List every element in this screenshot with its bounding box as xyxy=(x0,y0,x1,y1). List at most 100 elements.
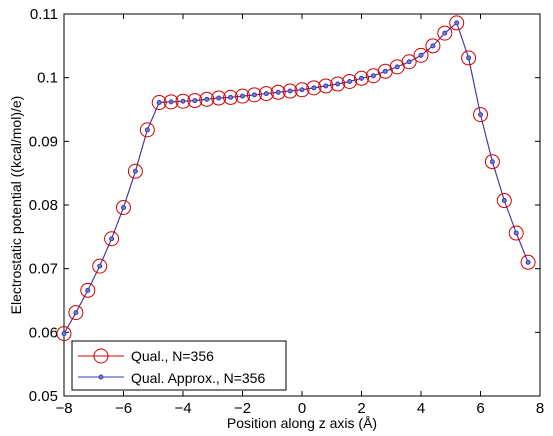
data-point xyxy=(258,86,274,102)
data-point xyxy=(127,163,143,179)
y-tick-label: 0.05 xyxy=(29,388,58,405)
data-point-approx xyxy=(263,91,269,97)
data-point xyxy=(306,80,322,96)
data-point xyxy=(211,90,227,106)
x-tick-label: −2 xyxy=(234,400,251,417)
data-point-approx xyxy=(466,55,472,61)
data-point-approx xyxy=(216,95,222,101)
data-point xyxy=(104,231,120,247)
x-axis-label: Position along z axis (Å) xyxy=(227,415,377,431)
data-point xyxy=(56,326,72,342)
data-point-approx xyxy=(347,78,353,84)
y-tick-label: 0.08 xyxy=(29,197,58,214)
data-point-approx xyxy=(228,94,234,100)
data-point xyxy=(294,82,310,98)
data-point-approx xyxy=(406,59,412,65)
data-point-approx xyxy=(287,88,293,94)
data-point-approx xyxy=(61,331,67,337)
legend-marker-approx xyxy=(98,374,104,380)
series-layer xyxy=(56,15,536,342)
data-point xyxy=(508,225,524,241)
data-point-approx xyxy=(168,99,174,105)
data-point xyxy=(235,88,250,104)
legend-label-approx: Qual. Approx., N=356 xyxy=(131,370,265,386)
data-point-approx xyxy=(121,205,126,211)
data-point xyxy=(437,25,453,41)
x-tick-label: 0 xyxy=(298,400,306,417)
data-point-approx xyxy=(370,73,376,79)
y-tick-label: 0.1 xyxy=(37,70,58,87)
data-point-approx xyxy=(156,99,162,105)
data-point xyxy=(139,122,155,138)
data-point xyxy=(484,154,500,170)
data-point xyxy=(175,93,191,109)
data-point xyxy=(520,254,536,270)
data-point-approx xyxy=(501,198,507,204)
data-point xyxy=(496,193,512,209)
legend-marker-qual xyxy=(93,348,109,364)
data-point-approx xyxy=(85,287,91,293)
data-point-approx xyxy=(192,98,198,104)
data-point xyxy=(187,93,203,109)
data-point xyxy=(116,200,131,216)
data-point-approx xyxy=(204,96,210,102)
x-tick-label: −6 xyxy=(115,400,132,417)
data-point xyxy=(342,73,358,89)
data-point xyxy=(449,15,465,31)
data-point xyxy=(461,50,477,66)
y-tick-label: 0.06 xyxy=(29,324,58,341)
y-axis-label: Electrostatic potential ((kcal/mol)/e) xyxy=(8,96,24,315)
x-tick-label: 2 xyxy=(357,400,365,417)
legend-label-qual: Qual., N=356 xyxy=(131,348,214,364)
data-point-approx xyxy=(97,263,103,269)
data-point xyxy=(413,47,429,63)
x-tick-label: −8 xyxy=(55,400,72,417)
data-point-approx xyxy=(454,20,460,26)
data-point-approx xyxy=(240,93,245,99)
data-point-approx xyxy=(442,30,448,36)
data-point xyxy=(401,54,417,70)
data-point xyxy=(92,258,108,274)
data-point-approx xyxy=(323,83,329,89)
data-point-approx xyxy=(311,85,317,91)
data-point xyxy=(330,76,346,92)
data-point xyxy=(199,91,215,107)
data-point-approx xyxy=(359,75,364,81)
data-point-approx xyxy=(251,92,257,98)
data-point xyxy=(354,70,369,86)
data-point xyxy=(473,107,488,123)
data-point-approx xyxy=(418,52,424,58)
data-point-approx xyxy=(73,310,79,316)
y-tick-label: 0.09 xyxy=(29,133,58,150)
data-point-approx xyxy=(144,127,150,133)
data-point xyxy=(282,83,298,99)
data-point-approx xyxy=(335,81,341,87)
legend-box xyxy=(71,340,287,391)
data-point xyxy=(223,89,239,105)
x-tick-label: 4 xyxy=(417,400,425,417)
data-point-approx xyxy=(109,236,115,242)
data-point xyxy=(246,87,262,103)
data-point-approx xyxy=(180,98,186,104)
data-point xyxy=(270,84,286,100)
data-point-approx xyxy=(299,87,305,93)
data-point-approx xyxy=(525,259,531,265)
series-line-1 xyxy=(63,22,529,334)
data-point xyxy=(163,94,179,110)
data-point-approx xyxy=(430,43,436,49)
data-point xyxy=(151,94,167,110)
data-point-approx xyxy=(382,68,388,74)
data-point-approx xyxy=(132,168,138,174)
data-point xyxy=(80,282,96,298)
data-point xyxy=(425,38,441,54)
y-tick-label: 0.11 xyxy=(30,6,58,23)
legend: Qual., N=356 Qual. Approx., N=356 xyxy=(71,340,287,391)
data-point-approx xyxy=(478,112,483,118)
data-point-approx xyxy=(489,159,495,165)
x-tick-label: −4 xyxy=(174,400,191,417)
x-tick-label: 8 xyxy=(536,400,544,417)
data-point xyxy=(318,78,334,94)
data-point-approx xyxy=(275,89,281,95)
y-tick-label: 0.07 xyxy=(29,261,58,278)
